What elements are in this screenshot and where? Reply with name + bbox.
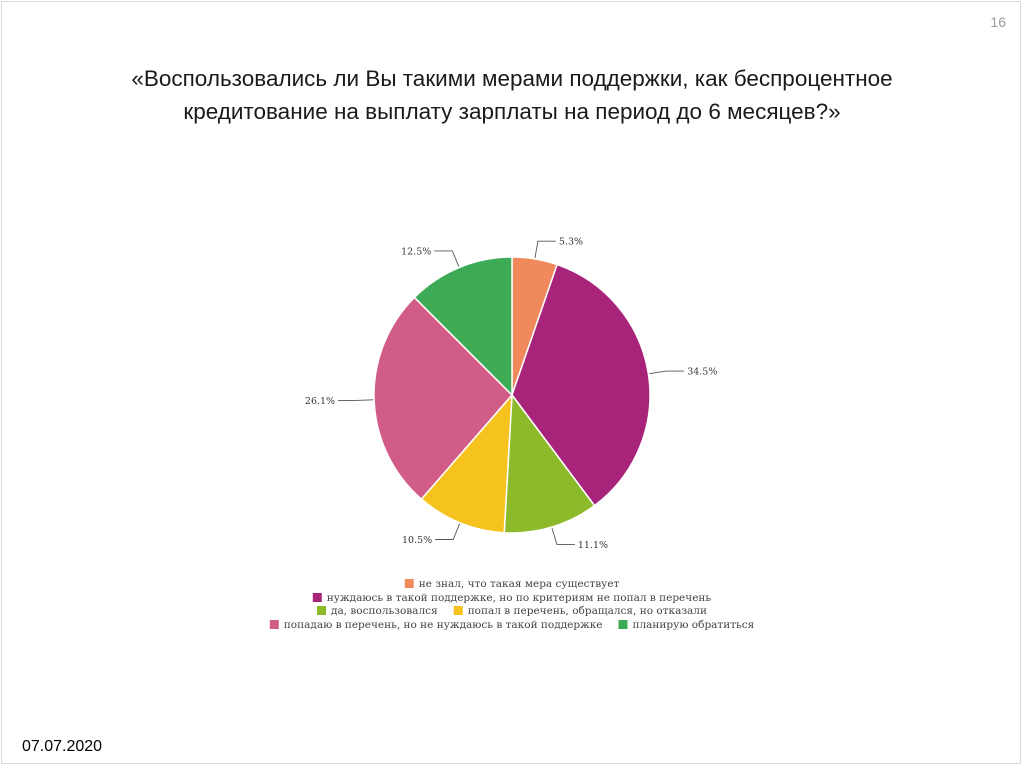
title-line-1: «Воспользовались ли Вы такими мерами под… [131, 66, 893, 91]
data-label-5: 12.5% [401, 246, 431, 257]
legend-swatch-4 [269, 620, 279, 629]
data-label-1: 34.5% [687, 367, 717, 378]
legend-swatch-5 [618, 620, 628, 629]
legend-swatch-1 [312, 593, 322, 602]
pie-slice-1 [511, 263, 651, 507]
legend-label-5: планирую обратиться [633, 619, 755, 631]
page-number: 16 [990, 14, 1006, 30]
leader-line-0 [534, 240, 556, 258]
legend-label-0: не знал, что такая мера существует [419, 578, 620, 590]
legend-swatch-0 [404, 579, 414, 588]
data-label-4: 26.1% [305, 396, 335, 407]
data-label-3: 10.5% [402, 535, 432, 546]
data-label-0: 5.3% [559, 237, 583, 248]
pie-slice-5 [413, 256, 513, 397]
pie-slice-3 [420, 392, 513, 534]
leader-line-1 [649, 370, 685, 375]
legend-label-4: попадаю в перечень, но не нуждаюсь в так… [284, 619, 603, 631]
legend-label-2: да, воспользовался [331, 605, 438, 617]
legend-swatch-2 [317, 606, 326, 615]
slide-date: 07.07.2020 [22, 738, 103, 755]
title-line-2: кредитование на выплату зарплаты на пери… [183, 99, 841, 124]
pie-slice-2 [503, 392, 596, 534]
slide-title: «Воспользовались ли Вы такими мерами под… [40, 62, 984, 128]
leader-line-4 [338, 399, 374, 401]
leader-line-5 [434, 250, 460, 267]
legend-label-1: нуждаюсь в такой поддержке, но по критер… [327, 592, 712, 604]
leader-line-3 [435, 523, 461, 540]
pie-slice-4 [373, 296, 514, 501]
data-label-2: 11.1% [578, 540, 608, 551]
legend-label-3: попал в перечень, обращался, но отказали [468, 605, 707, 617]
legend-swatch-3 [453, 606, 463, 615]
leader-line-2 [551, 527, 575, 545]
